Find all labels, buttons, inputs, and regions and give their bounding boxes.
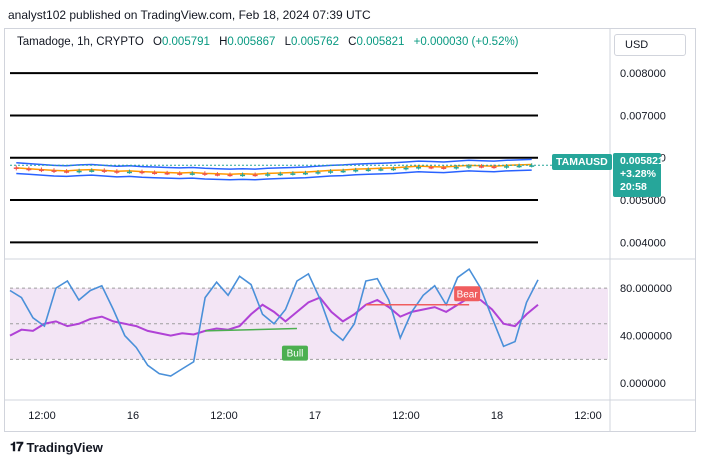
stoch-k-line bbox=[9, 267, 539, 377]
low-value: 0.005762 bbox=[291, 36, 339, 48]
candle-body bbox=[365, 169, 371, 172]
stoch-tick-label: 0.000000 bbox=[620, 378, 666, 390]
candle-body bbox=[315, 172, 321, 174]
tradingview-logo-icon: 𝟏𝟕 bbox=[10, 439, 24, 454]
candle-body bbox=[290, 173, 296, 175]
annotation-box bbox=[454, 286, 481, 302]
moving-average-line bbox=[16, 163, 532, 175]
candle-body bbox=[152, 172, 158, 175]
price-tick-label: 0.007000 bbox=[620, 110, 666, 122]
candle-body bbox=[428, 167, 434, 169]
footer-brand[interactable]: 𝟏𝟕 TradingView bbox=[10, 439, 103, 455]
symbol-label: Tamadoge, 1h, CRYPTO bbox=[17, 36, 144, 48]
time-tick-label: 12:00 bbox=[574, 410, 602, 422]
last-change: +3.28% bbox=[620, 168, 656, 180]
close-value: 0.005821 bbox=[356, 36, 405, 48]
candle-body bbox=[378, 169, 384, 171]
candle-body bbox=[164, 172, 170, 175]
ticker-tag: TAMAUSD bbox=[552, 154, 612, 170]
candle-body bbox=[353, 169, 359, 172]
candle-body bbox=[491, 166, 497, 169]
candle-body bbox=[51, 170, 57, 172]
open-label: O bbox=[152, 36, 162, 48]
close-label: C bbox=[348, 36, 357, 48]
candle-body bbox=[478, 166, 484, 168]
candle-body bbox=[13, 167, 19, 169]
last-price: 0.005821 bbox=[620, 155, 664, 167]
time-tick-label: 12:00 bbox=[28, 410, 56, 422]
candle-body bbox=[302, 172, 308, 175]
candle-body bbox=[101, 170, 107, 172]
change-value: +0.000030 (+0.52%) bbox=[413, 36, 519, 48]
high-label: H bbox=[219, 36, 228, 48]
time-tick-label: 18 bbox=[491, 410, 503, 422]
chart-frame bbox=[4, 28, 696, 432]
open-value: 0.005791 bbox=[161, 36, 210, 48]
candle-body bbox=[240, 174, 246, 177]
price-tick-label: 0.005000 bbox=[620, 195, 666, 207]
candle-body bbox=[64, 171, 70, 173]
annotation-box bbox=[281, 345, 308, 361]
bear-label: Bear bbox=[454, 286, 481, 302]
bull-divergence-line bbox=[205, 327, 297, 332]
bull-label: Bull bbox=[281, 345, 308, 361]
candle-body bbox=[504, 166, 510, 168]
candle-body bbox=[214, 174, 220, 176]
candle-body bbox=[453, 167, 459, 169]
candle-body bbox=[390, 168, 396, 171]
candle-body bbox=[177, 173, 183, 175]
stoch-d-line bbox=[9, 296, 539, 337]
price-tick-label: 0.008000 bbox=[620, 68, 666, 80]
high-value: 0.005867 bbox=[227, 36, 276, 48]
time-tick-label: 17 bbox=[309, 410, 321, 422]
candle-body bbox=[26, 168, 32, 171]
candle-body bbox=[252, 174, 258, 177]
candle-body bbox=[529, 165, 535, 167]
price-tick-label: 0.004000 bbox=[620, 237, 666, 249]
last-price-tag: 0.005821 +3.28% 20:58 bbox=[613, 153, 664, 197]
candle-body bbox=[126, 171, 132, 174]
candle-body bbox=[441, 167, 447, 169]
candle-body bbox=[114, 171, 120, 173]
candle-body bbox=[277, 173, 283, 176]
time-tick-label: 16 bbox=[127, 410, 139, 422]
candle-body bbox=[466, 166, 472, 168]
candle-body bbox=[76, 170, 82, 173]
bollinger-lower-line bbox=[16, 169, 532, 181]
annotation-text: Bull bbox=[287, 349, 304, 360]
stoch-tick-label: 40.000000 bbox=[620, 331, 672, 343]
ohlc-legend: Tamadoge, 1h, CRYPTO O0.005791 H0.005867… bbox=[17, 36, 519, 48]
candle-body bbox=[416, 167, 422, 169]
candle-body bbox=[38, 169, 44, 172]
candle-body bbox=[227, 174, 233, 177]
candle-body bbox=[403, 167, 409, 170]
candle-body bbox=[340, 170, 346, 173]
currency-button[interactable]: USD bbox=[614, 34, 686, 56]
stoch-tick-label: 80.000000 bbox=[620, 283, 672, 295]
candle-body bbox=[328, 171, 334, 173]
publisher-line: analyst102 published on TradingView.com,… bbox=[8, 8, 371, 22]
bar-countdown: 20:58 bbox=[620, 181, 647, 193]
candle-body bbox=[516, 165, 522, 168]
candle-body bbox=[139, 171, 145, 174]
candle-body bbox=[189, 173, 195, 175]
time-tick-label: 12:00 bbox=[210, 410, 238, 422]
candle-body bbox=[89, 170, 95, 172]
footer-brand-label: TradingView bbox=[26, 439, 103, 455]
candle-body bbox=[265, 174, 271, 176]
annotation-text: Bear bbox=[457, 289, 479, 300]
low-label: L bbox=[284, 36, 291, 48]
candle-body bbox=[202, 173, 208, 175]
time-tick-label: 12:00 bbox=[392, 410, 420, 422]
